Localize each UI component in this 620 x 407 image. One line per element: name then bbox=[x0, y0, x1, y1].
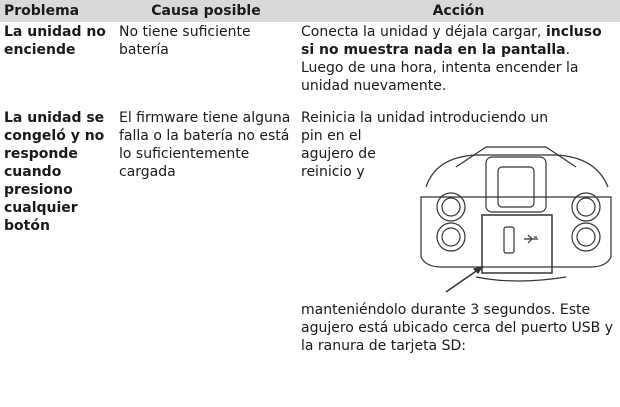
header-cell: Problema bbox=[0, 0, 115, 22]
action-text: manteniéndolo durante 3 segundos. Este a… bbox=[301, 302, 613, 354]
troubleshooting-table: Problema Causa posible Acción La unidad … bbox=[0, 0, 620, 357]
action-text: . Luego de una hora, intenta encender la… bbox=[301, 42, 579, 94]
action-text: pin en el agujero de reinicio y bbox=[301, 128, 376, 180]
header-cell: Acción bbox=[297, 0, 620, 22]
row: La unidad no enciende No tiene suficient… bbox=[0, 22, 620, 108]
cause: No tiene suficiente batería bbox=[119, 24, 251, 58]
problem: La unidad se congeló y no responde cuand… bbox=[4, 110, 105, 234]
action: Reinicia la unidad introduciendo un pin … bbox=[297, 108, 620, 357]
action-text: Reinicia la unidad introduciendo un bbox=[301, 110, 549, 126]
action-bold-text: incluso si no muestra nada en la pantall… bbox=[301, 24, 602, 58]
row: La unidad se congeló y no responde cuand… bbox=[0, 108, 620, 357]
header-cell: Causa posible bbox=[115, 0, 297, 22]
action-text: Conecta la unidad y déjala cargar, bbox=[301, 24, 546, 40]
cause: El firmware tiene alguna falla o la bate… bbox=[119, 110, 291, 180]
problem: La unidad no enciende bbox=[4, 24, 106, 58]
header-row: Problema Causa posible Acción bbox=[0, 0, 620, 22]
action: Conecta la unidad y déjala cargar, inclu… bbox=[297, 22, 620, 108]
device-illustration bbox=[420, 146, 612, 293]
